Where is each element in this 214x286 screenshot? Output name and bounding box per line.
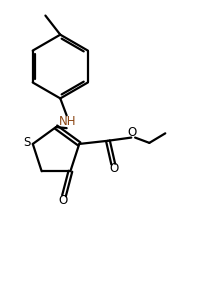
Text: O: O xyxy=(110,162,119,175)
Text: NH: NH xyxy=(59,115,76,128)
Text: S: S xyxy=(23,136,31,149)
Text: O: O xyxy=(58,194,68,207)
Text: O: O xyxy=(127,126,136,139)
